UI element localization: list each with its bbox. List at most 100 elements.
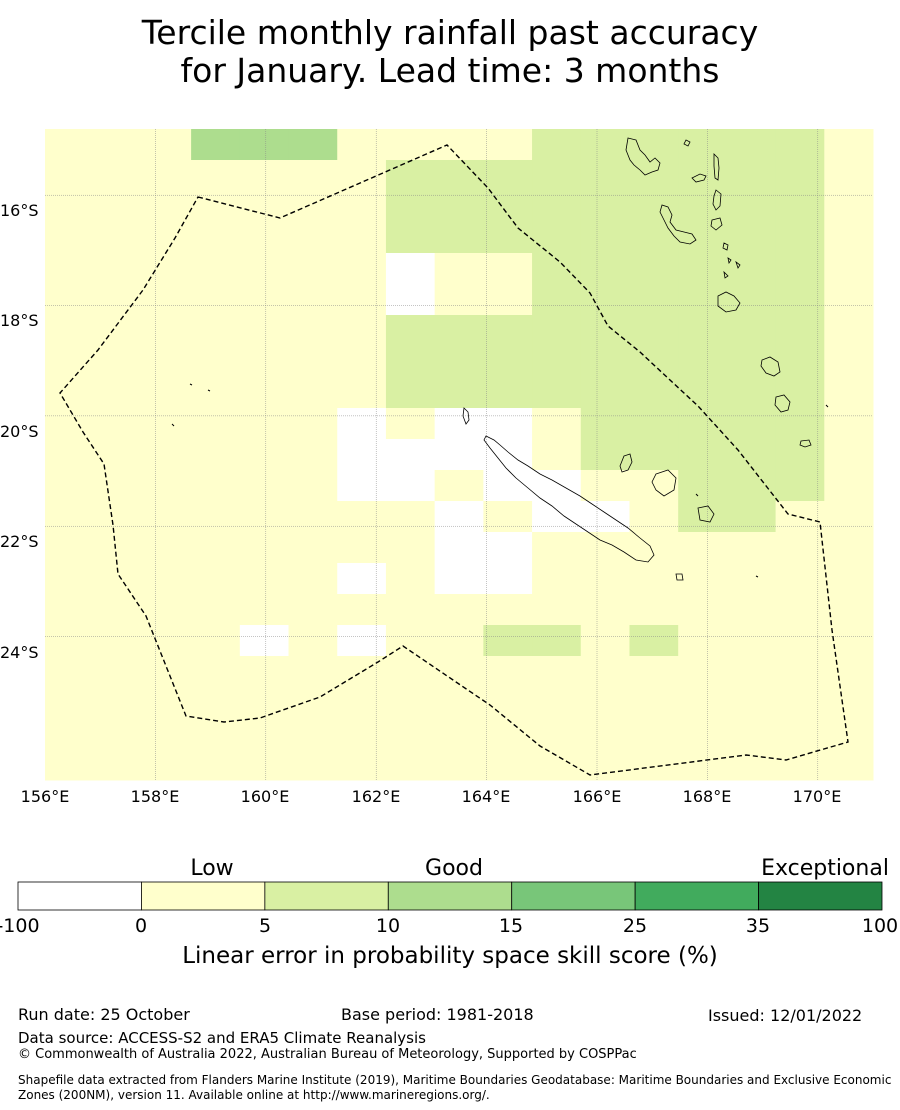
colorbar-title: Linear error in probability space skill … <box>182 943 718 969</box>
island-ambae <box>691 173 707 183</box>
grid-cell <box>337 129 387 161</box>
grid-cell <box>483 284 533 316</box>
grid-cell <box>239 656 290 688</box>
grid-cell <box>191 253 241 285</box>
grid-cell <box>726 377 777 409</box>
grid-cell <box>532 253 582 285</box>
grid-cell <box>239 749 290 781</box>
grid-cell <box>678 532 728 564</box>
colorbar-tick-15: 15 <box>498 915 524 937</box>
grid-cell <box>726 532 777 564</box>
grid-cell <box>824 470 874 502</box>
grid-cell <box>385 718 436 750</box>
grid-cell <box>678 408 728 440</box>
lat-label-22s: 22°S <box>0 532 39 551</box>
island-erromango <box>760 356 781 377</box>
lon-label-164e: 164°E <box>461 787 511 806</box>
grid-cell <box>45 749 95 781</box>
grid-cell <box>191 129 241 161</box>
grid-cell <box>678 749 728 781</box>
grid-cell <box>288 532 338 564</box>
colorbar-category-low: Low <box>190 856 234 881</box>
grid-cell <box>629 501 679 533</box>
island-pentecost <box>712 189 722 211</box>
grid-cell <box>629 191 679 223</box>
grid-cell <box>580 284 630 316</box>
grid-cell <box>678 718 728 750</box>
island-loyalty-mare <box>697 505 715 523</box>
grid-cell <box>239 439 290 471</box>
grid-cell <box>629 625 679 657</box>
grid-cell <box>45 408 95 440</box>
grid-cell <box>629 718 679 750</box>
island-belep <box>462 407 470 425</box>
graticule <box>45 129 873 780</box>
grid-cell <box>629 377 679 409</box>
grid-cell <box>678 160 728 192</box>
grid-cell <box>775 532 825 564</box>
grid-cell <box>678 284 728 316</box>
grid-cell <box>483 160 533 192</box>
grid-cell <box>142 439 192 471</box>
grid-cell <box>434 439 484 471</box>
grid-cell <box>93 129 143 161</box>
grid-cell <box>191 656 241 688</box>
island-efate <box>717 291 741 313</box>
grid-cell <box>239 284 290 316</box>
grid-cell <box>434 346 484 378</box>
grid-cell <box>678 687 728 719</box>
grid-cell <box>93 284 143 316</box>
grid-cell <box>93 625 143 657</box>
grid-cell <box>337 160 387 192</box>
grid-cell <box>483 687 533 719</box>
grid-cell <box>580 191 630 223</box>
grid-cell <box>824 594 874 626</box>
data-source: Data source: ACCESS-S2 and ERA5 Climate … <box>18 1029 426 1047</box>
grid-cell <box>483 408 533 440</box>
grid-cell <box>434 718 484 750</box>
grid-cell <box>483 315 533 347</box>
grid-cell <box>288 253 338 285</box>
grid-cell <box>532 532 582 564</box>
island-loyalty-lifou <box>651 469 677 497</box>
lon-label-168e: 168°E <box>682 787 732 806</box>
grid-cell <box>45 563 95 595</box>
grid-cell <box>434 191 484 223</box>
grid-cell <box>483 625 533 657</box>
grid-cell <box>45 160 95 192</box>
grid-cell <box>434 315 484 347</box>
grid-cell <box>288 284 338 316</box>
grid-cell <box>483 222 533 254</box>
grid-cell <box>580 129 630 161</box>
grid-cell <box>726 160 777 192</box>
island-loyalty-ouvea <box>619 453 633 473</box>
colorbar-swatch <box>17 881 142 911</box>
grid-cell <box>726 687 777 719</box>
grid-cell <box>385 687 436 719</box>
lat-label-20s: 20°S <box>0 422 39 441</box>
grid-cell <box>824 346 874 378</box>
grid-cell <box>824 191 874 223</box>
colorbar-swatch <box>758 881 883 911</box>
grid-cell <box>629 563 679 595</box>
grid-cell <box>726 749 777 781</box>
grid-cell <box>288 625 338 657</box>
grid-cell <box>824 656 874 688</box>
grid-cell <box>239 160 290 192</box>
grid-cell <box>434 532 484 564</box>
grid-cell <box>93 749 143 781</box>
grid-cell <box>142 625 192 657</box>
grid-cell <box>629 284 679 316</box>
grid-cell <box>385 222 436 254</box>
grid-cell <box>629 656 679 688</box>
grid-cell <box>824 160 874 192</box>
grid-cell <box>775 749 825 781</box>
grid-cell <box>483 439 533 471</box>
grid-cell <box>142 191 192 223</box>
colorbar-swatch <box>387 881 513 911</box>
grid-cell <box>337 563 387 595</box>
grid-cell <box>726 253 777 285</box>
grid-cell <box>93 253 143 285</box>
grid-cell <box>142 253 192 285</box>
